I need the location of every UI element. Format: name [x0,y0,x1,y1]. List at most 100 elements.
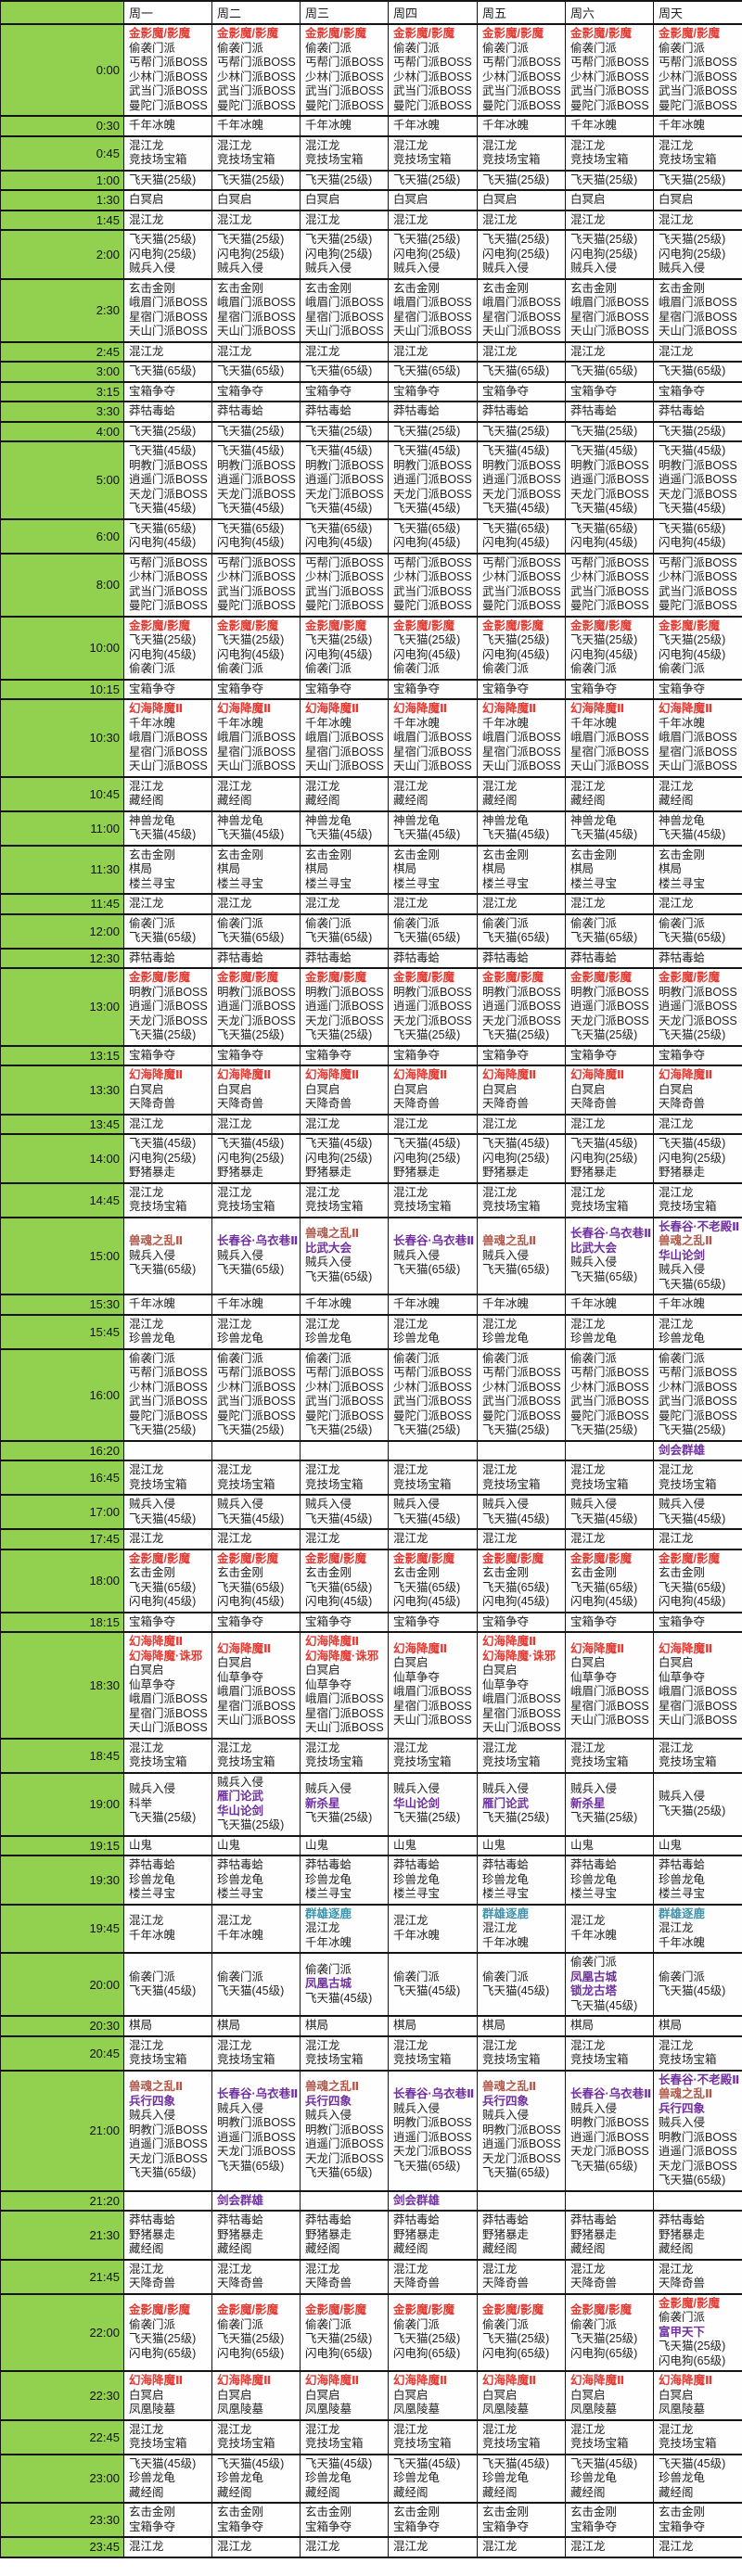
schedule-cell: 混江龙 [653,1528,742,1550]
event-label: 峨眉门派BOSS [393,296,472,309]
event-label: 飞天猫(25级) [482,1811,550,1825]
event-label: 飞天猫(25级) [659,1423,726,1436]
event-label: 千年冰魄 [482,1297,530,1310]
schedule-cell: 偷袭门派 飞天猫(65级) [388,912,478,950]
event-label: 玄击金刚 [305,281,352,295]
event-label: 竞技场宝箱 [482,1755,541,1768]
event-label: 宝箱争夺 [217,682,264,695]
event-label: 飞天猫(25级) [570,424,638,438]
schedule-cell: 幻海降魔Ⅱ 白冥启 凤凰陵墓 [300,2370,389,2421]
event-label: 天龙门派BOSS [217,487,296,501]
schedule-cell: 幻海降魔Ⅱ 白冥启 凤凰陵墓 [123,2370,212,2421]
event-label: 天龙门派BOSS [305,2151,384,2165]
event-label: 楼兰寻宝 [129,876,176,890]
event-label: 闪电狗(25级) [129,247,197,261]
event-label: 明教门派BOSS [482,2123,561,2136]
event-label: 群雄逐鹿 [305,1906,352,1920]
event-label: 莽牯毒蛤 [305,1858,352,1871]
event-label: 天山门派BOSS [305,1721,384,1734]
event-label: 竞技场宝箱 [570,1200,629,1213]
event-label: 楼兰寻宝 [482,1887,530,1900]
event-label: 明教门派BOSS [659,985,737,999]
schedule-cell: 山鬼 [211,1834,301,1856]
event-label: 珍兽龙龟 [570,1332,618,1345]
event-label: 宝箱争夺 [570,384,618,398]
event-label: 野猪暴走 [217,2227,264,2241]
event-label: 混江龙 [217,1741,252,1754]
event-label: 武当门派BOSS [129,1395,208,1408]
event-label: 明教门派BOSS [570,458,649,472]
event-label: 千年冰魄 [305,1297,352,1310]
schedule-row: 0:30 千年冰魄 千年冰魄 千年冰魄 千年冰魄 千年冰魄 千年冰魄 千年冰魄 [0,115,742,137]
event-label: 星宿门派BOSS [129,310,208,324]
time-label: 21:45 [0,2258,124,2295]
schedule-cell: 混江龙 竞技场宝箱 [211,1737,301,1774]
schedule-cell [211,1439,301,1461]
schedule-cell: 幻海降魔Ⅱ 白冥启 天降奇兽 [477,1065,566,1116]
event-label: 贼兵入侵 [393,2101,441,2115]
schedule-row: 2:30 玄击金刚 峨眉门派BOSS 星宿门派BOSS 天山门派BOSS 玄击金刚 峨眉门派… [0,277,742,343]
schedule-cell: 神兽龙龟 飞天猫(45级) [300,810,389,847]
event-label: 白冥启 [482,1664,518,1677]
event-label: 竞技场宝箱 [217,2053,275,2066]
event-label: 飞天猫(65级) [393,931,461,944]
event-label: 贼兵入侵 [659,1498,706,1511]
event-label: 飞天猫(65级) [305,931,373,944]
event-label: 珍兽龙龟 [482,1872,530,1886]
event-label: 闪电狗(45级) [217,536,285,549]
schedule-cell: 千年冰魄 [653,1294,742,1316]
schedule-cell: 飞天猫(65级) [211,361,301,383]
event-label: 千年冰魄 [129,716,176,730]
event-label: 白冥启 [659,2388,694,2402]
event-label: 莽牯毒蛤 [393,2213,441,2226]
event-label: 白冥启 [217,2388,252,2402]
schedule-row: 11:45 混江龙 混江龙 混江龙 混江龙 混江龙 混江龙 混江龙 [0,893,742,915]
schedule-cell: 山鬼 [565,1834,654,1856]
event-label: 幻海降魔Ⅱ [305,1635,360,1648]
schedule-row: 17:00 贼兵入侵 飞天猫(45级) 贼兵入侵 飞天猫(45级) 贼兵入侵 飞天猫(45级… [0,1494,742,1530]
event-label: 莽牯毒蛤 [482,950,530,964]
event-label: 混江龙 [659,1741,694,1754]
event-label: 飞天猫(25级) [129,1811,197,1825]
schedule-cell: 贼兵入侵 飞天猫(45级) [653,1494,742,1530]
event-label: 贼兵入侵 [570,261,618,274]
event-label: 幻海降魔·诛邪 [482,1649,556,1663]
event-label: 藏经阁 [393,2485,429,2499]
event-label: 野猪暴走 [129,1166,176,1179]
event-label: 混江龙 [570,2422,606,2436]
event-label: 珍兽龙龟 [393,2471,441,2484]
event-label: 飞天猫(65级) [393,1263,461,1276]
schedule-cell: 兽魂之乱Ⅱ 比武大会 贼兵入侵 飞天猫(65级) [300,1216,389,1295]
event-label: 闪电狗(65级) [129,2346,197,2360]
event-label: 天龙门派BOSS [659,1014,737,1027]
schedule-cell: 莽牯毒蛤 [300,947,389,969]
schedule-cell: 白冥启 [211,189,301,211]
event-label: 少林门派BOSS [570,1380,649,1394]
event-label: 混江龙 [217,1317,252,1331]
schedule-cell: 偷袭门派 飞天猫(45级) [211,1952,301,2017]
event-label: 混江龙 [570,1116,606,1130]
schedule-cell: 混江龙 竞技场宝箱 [123,1181,212,1218]
event-label: 藏经阁 [570,2242,606,2255]
schedule-cell: 飞天猫(25级) [123,420,212,442]
event-label: 幻海降魔Ⅱ [217,1068,272,1081]
schedule-row: 15:00 兽魂之乱Ⅱ 贼兵入侵 飞天猫(65级) 长春谷·乌衣巷Ⅱ 贼兵入侵 飞天猫(65… [0,1216,742,1295]
event-label: 偷袭门派 [393,662,441,675]
event-label: 飞天猫(65级) [570,364,638,377]
time-label: 16:00 [0,1347,124,1442]
event-label: 逍遥门派BOSS [659,1000,737,1013]
event-label: 莽牯毒蛤 [129,404,176,417]
schedule-cell: 混江龙 藏经阁 [211,775,301,812]
event-label: 闪电狗(25级) [482,247,550,261]
event-label: 峨眉门派BOSS [217,1685,296,1699]
schedule-cell: 混江龙 藏经阁 [300,775,389,812]
schedule-cell: 宝箱争夺 [211,1611,301,1633]
event-label: 混江龙 [393,1116,429,1130]
event-label: 逍遥门派BOSS [659,473,737,486]
schedule-cell: 莽牯毒蛤 [565,401,654,423]
schedule-cell: 偷袭门派 飞天猫(65级) [123,912,212,950]
event-label: 逍遥门派BOSS [570,473,649,486]
event-label: 峨眉门派BOSS [393,731,472,744]
event-label: 仙草争夺 [570,1670,618,1684]
schedule-cell: 宝箱争夺 [211,380,301,402]
